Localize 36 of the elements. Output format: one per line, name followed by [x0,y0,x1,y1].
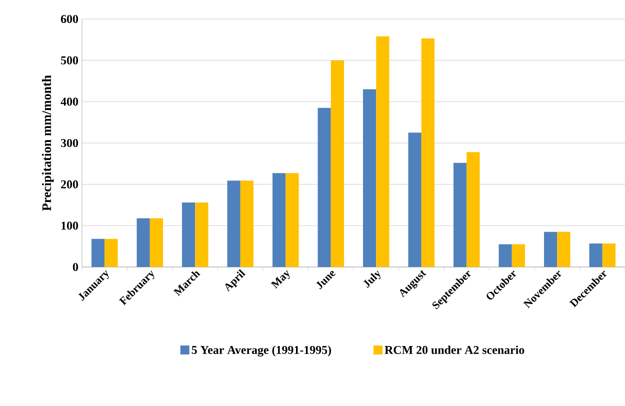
bar [182,202,196,267]
y-tick-label: 200 [61,180,78,188]
bar [408,132,422,267]
y-tick-label: 600 [60,14,78,24]
bar [589,243,602,267]
bar [272,173,286,267]
bar [136,218,150,267]
bar [363,89,376,267]
y-tick-label: 400 [60,98,78,106]
bar [92,238,105,267]
bar [557,232,570,267]
bar [498,244,512,267]
bar [330,60,344,267]
legend-label: 5 Year Average (1991-1995) [192,346,332,357]
y-tick-label: 0 [72,262,78,272]
y-axis-title: Precipitation mm/month [42,75,54,211]
bar [318,108,331,267]
y-tick-label: 500 [61,56,78,64]
bar [286,173,299,267]
legend-label: RCM 20 under A2 scenario [384,346,524,354]
bar [454,162,467,267]
bar [240,180,254,267]
bar [104,238,118,267]
x-tick-label: June [316,271,336,290]
bar [512,244,526,267]
bar [195,202,208,267]
bar [602,243,616,267]
y-tick-label: 300 [61,138,78,148]
bar [421,38,435,267]
bar [376,36,390,267]
bar [150,218,163,267]
bar [227,180,240,267]
x-tick-label: July [363,270,381,288]
y-tick-label: 100 [62,222,78,230]
bar [544,232,558,267]
bar [466,152,480,267]
